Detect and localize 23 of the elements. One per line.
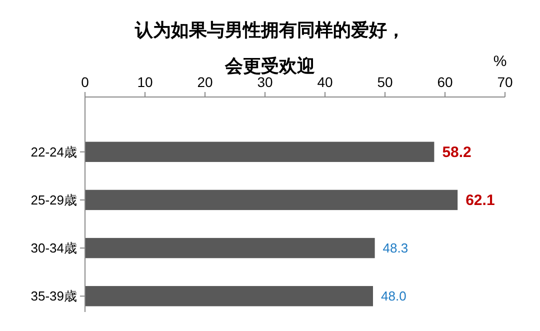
x-tick-label: 70: [497, 74, 513, 90]
x-tick-label: 10: [137, 74, 153, 90]
bar: [85, 238, 375, 258]
data-label: 48.0: [381, 288, 406, 304]
y-tick-label: 35-39歳: [30, 288, 77, 304]
data-label: 62.1: [466, 192, 495, 210]
bar: [85, 190, 458, 210]
chart-title: 认为如果与男性拥有同样的爱好，: [134, 20, 405, 41]
x-tick-label: 20: [197, 74, 213, 90]
x-tick-label: 60: [437, 74, 453, 90]
data-label: 48.3: [382, 240, 408, 256]
y-tick-label: 25-29歳: [30, 192, 77, 208]
x-tick-label: 0: [81, 74, 90, 90]
chart-subtitle: 会更受欢迎: [224, 56, 316, 77]
bar: [85, 286, 373, 306]
x-tick-label: 40: [317, 74, 333, 90]
x-tick-label: 50: [377, 74, 393, 90]
y-tick-label: 30-34歳: [30, 240, 77, 256]
bar: [85, 142, 434, 162]
x-tick-label: 30: [257, 74, 273, 90]
y-tick-label: 22-24歳: [30, 144, 77, 160]
data-label: 58.2: [442, 144, 472, 162]
x-axis-title: %: [493, 53, 507, 70]
